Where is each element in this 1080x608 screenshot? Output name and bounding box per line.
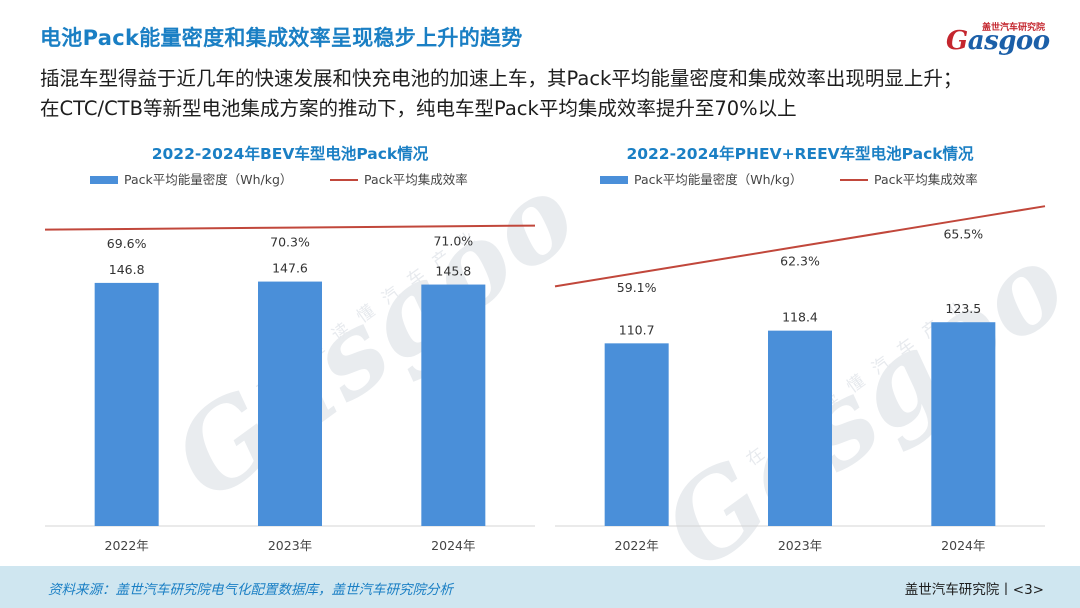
logo-g: G	[946, 26, 968, 56]
page-title: 电池Pack能量密度和集成效率呈现稳步上升的趋势	[40, 26, 523, 50]
legend-label-bar-0: Pack平均能量密度（Wh/kg）	[124, 172, 292, 187]
bar-label-1-0: 110.7	[619, 322, 655, 337]
logo-top-text: 盖世汽车研究院	[982, 23, 1046, 33]
legend-swatch-bar-1	[600, 176, 628, 184]
logo-rest: asgoo	[967, 26, 1050, 56]
line-label-1-2: 65.5%	[943, 227, 983, 242]
line-label-1-0: 59.1%	[617, 280, 657, 295]
x-tick-0-0: 2022年	[105, 538, 149, 553]
gasgoo-logo: 盖世汽车研究院 Gasgoo	[938, 18, 1054, 58]
source-note: 资料来源：盖世汽车研究院电气化配置数据库，盖世汽车研究院分析	[48, 582, 453, 598]
legend-label-bar-1: Pack平均能量密度（Wh/kg）	[634, 172, 802, 187]
bar-label-0-2: 145.8	[435, 264, 471, 279]
bar-1-2	[931, 322, 996, 526]
x-tick-1-1: 2023年	[778, 538, 822, 553]
description-line-2: 在CTC/CTB等新型电池集成方案的推动下，纯电车型Pack平均集成效率提升至7…	[40, 97, 797, 120]
bar-label-1-1: 118.4	[782, 310, 818, 325]
page-label: 盖世汽车研究院丨<3>	[904, 582, 1044, 598]
description: 插混车型得益于近几年的快速发展和快充电池的加速上车，其Pack平均能量密度和集成…	[40, 64, 1050, 124]
bar-0-1	[258, 281, 322, 526]
x-tick-1-0: 2022年	[615, 538, 659, 553]
x-tick-0-1: 2023年	[268, 538, 312, 553]
bar-0-2	[421, 284, 486, 526]
x-tick-0-2: 2024年	[431, 538, 475, 553]
footer: 资料来源：盖世汽车研究院电气化配置数据库，盖世汽车研究院分析 盖世汽车研究院丨<…	[0, 566, 1080, 608]
chart-title-bev: 2022-2024年BEV车型电池Pack情况	[151, 145, 429, 163]
line-label-1-1: 62.3%	[780, 253, 820, 268]
x-tick-1-2: 2024年	[941, 538, 985, 553]
chart-title-phev: 2022-2024年PHEV+REEV车型电池Pack情况	[626, 145, 974, 163]
bar-0-0	[94, 282, 159, 526]
line-label-0-0: 69.6%	[107, 236, 147, 251]
bar-1-1	[768, 330, 832, 526]
bar-1-0	[604, 343, 669, 526]
line-series-0	[44, 224, 536, 231]
line-label-0-1: 70.3%	[270, 235, 310, 250]
bar-label-1-2: 123.5	[945, 301, 981, 316]
legend-swatch-bar-0	[90, 176, 118, 184]
logo-word: Gasgoo	[946, 26, 1050, 56]
bar-label-0-1: 147.6	[272, 261, 308, 276]
bar-label-0-0: 146.8	[109, 262, 145, 277]
line-series-1	[554, 205, 1046, 288]
legend-label-line-0: Pack平均集成效率	[364, 172, 468, 187]
description-line-1: 插混车型得益于近几年的快速发展和快充电池的加速上车，其Pack平均能量密度和集成…	[40, 67, 963, 90]
line-label-0-2: 71.0%	[433, 233, 473, 248]
legend-label-line-1: Pack平均集成效率	[874, 172, 978, 187]
